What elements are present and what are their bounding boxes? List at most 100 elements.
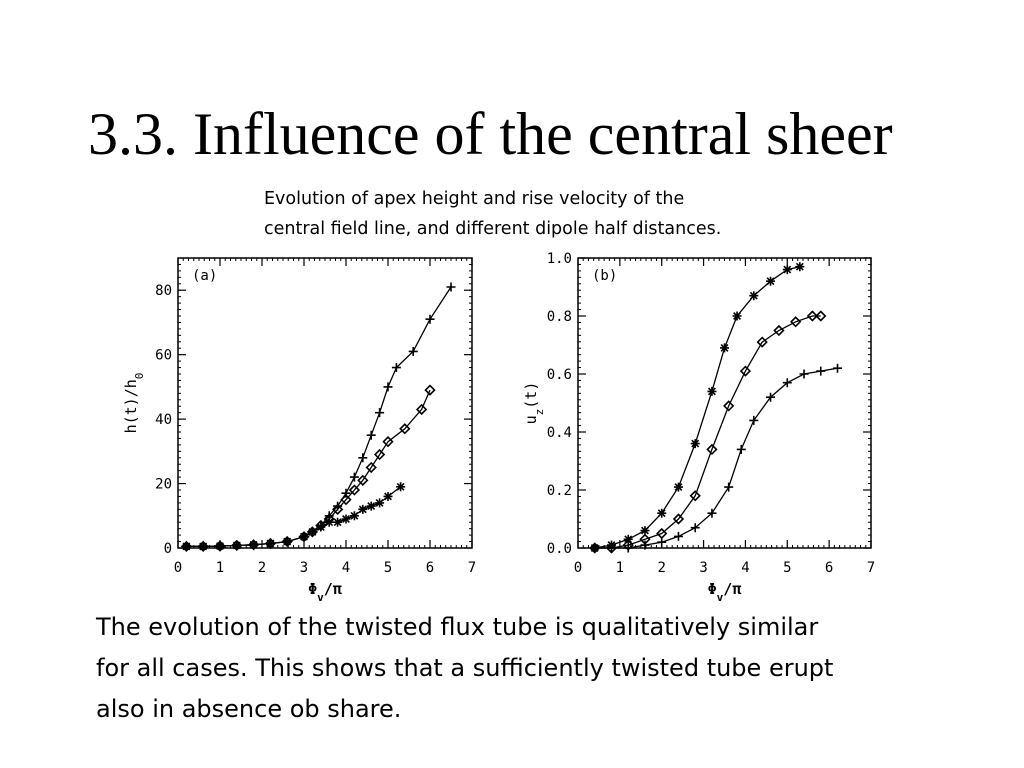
x-tick-label: 0: [574, 560, 582, 576]
x-tick-label: 3: [300, 560, 308, 576]
data-point-diamond: [815, 310, 827, 322]
data-point-diamond: [373, 448, 386, 461]
plot-frame: [177, 257, 473, 549]
data-point-plus: [391, 363, 401, 373]
series-line-plus: [186, 286, 452, 548]
x-tick-label: 7: [867, 560, 875, 576]
data-point-asterisk: [324, 517, 334, 527]
panel-label: (b): [592, 268, 617, 284]
data-point-asterisk: [265, 538, 275, 548]
data-point-plus: [673, 531, 683, 541]
data-point-diamond: [689, 490, 701, 502]
caption-line-1: Evolution of apex height and rise veloci…: [264, 189, 685, 209]
data-point-asterisk: [673, 482, 683, 492]
x-axis-label: Φv/π: [308, 580, 342, 604]
data-point-asterisk: [181, 541, 191, 551]
data-point-diamond: [264, 537, 277, 550]
series-line-asterisk: [594, 266, 800, 549]
data-point-asterisk: [383, 491, 393, 501]
data-point-plus: [707, 508, 717, 518]
data-point-plus: [366, 430, 376, 440]
data-point-plus: [358, 453, 368, 463]
x-axis-label: Φv/π: [708, 580, 742, 604]
data-point-diamond: [331, 503, 344, 515]
data-point-asterisk: [640, 526, 650, 536]
data-point-asterisk: [375, 498, 385, 508]
data-point-asterisk: [707, 386, 717, 396]
data-point-diamond: [382, 436, 394, 448]
data-point-diamond: [424, 384, 436, 396]
x-tick-label: 6: [426, 560, 434, 576]
body-paragraph: The evolution of the twisted flux tube i…: [96, 607, 1006, 730]
data-point-plus: [799, 369, 809, 379]
data-point-asterisk: [307, 527, 317, 537]
figure-caption: Evolution of apex height and rise veloci…: [264, 184, 721, 244]
data-point-plus: [606, 543, 616, 553]
data-point-diamond: [365, 461, 377, 474]
data-point-plus: [349, 472, 359, 482]
body-line-1: The evolution of the twisted flux tube i…: [96, 613, 819, 641]
body-line-2: for all cases. This shows that a suffici…: [96, 654, 834, 682]
caption-line-2: central field line, and different dipole…: [264, 219, 722, 239]
data-point-diamond: [739, 365, 752, 377]
y-tick-label: 0.4: [547, 425, 572, 441]
y-tick-label: 40: [155, 412, 172, 428]
series-line-plus: [594, 367, 838, 549]
data-point-asterisk: [795, 262, 805, 272]
panel-label: (a): [192, 268, 217, 284]
body-line-3: also in absence ob share.: [96, 695, 402, 723]
y-tick-label: 0.8: [547, 309, 572, 325]
data-point-asterisk: [782, 265, 792, 275]
data-point-asterisk: [316, 522, 326, 532]
x-tick-label: 1: [216, 560, 224, 576]
y-tick-label: 0.2: [547, 483, 572, 499]
plot-frame: [577, 257, 872, 549]
data-point-plus: [766, 392, 776, 402]
data-point-plus: [816, 366, 826, 376]
data-point-diamond: [340, 494, 352, 506]
data-point-asterisk: [232, 540, 242, 550]
x-tick-label: 3: [699, 560, 707, 576]
data-point-diamond: [790, 316, 802, 328]
data-point-diamond: [348, 484, 361, 496]
data-point-diamond: [399, 423, 411, 435]
data-point-diamond: [247, 539, 260, 551]
data-point-plus: [736, 444, 746, 454]
x-tick-label: 4: [342, 560, 350, 576]
data-point-asterisk: [198, 541, 208, 551]
y-tick-label: 0.0: [547, 541, 572, 557]
y-tick-label: 0.6: [547, 367, 572, 383]
y-tick-label: 0: [164, 541, 172, 557]
data-point-plus: [749, 415, 759, 425]
data-point-plus: [724, 482, 734, 492]
data-point-asterisk: [215, 541, 225, 551]
data-point-plus: [408, 346, 418, 356]
x-tick-label: 6: [825, 560, 833, 576]
y-tick-label: 60: [155, 348, 172, 364]
data-point-plus: [690, 523, 700, 533]
data-point-plus: [590, 543, 600, 553]
y-tick-label: 20: [155, 477, 172, 493]
data-point-asterisk: [766, 276, 776, 286]
data-point-asterisk: [623, 534, 633, 544]
series-line-diamond: [186, 389, 431, 548]
data-point-asterisk: [749, 291, 759, 301]
data-point-diamond: [357, 474, 369, 486]
chart-panel-b: 0 1 2 3 4 5 6 7 0.0 0.2 0.4 0.6 0.8 1.0 (b) Φv/π uz(t): [522, 251, 875, 604]
data-point-asterisk: [396, 482, 406, 492]
data-point-asterisk: [249, 540, 259, 550]
data-point-asterisk: [341, 514, 351, 524]
data-point-plus: [446, 282, 456, 292]
data-point-diamond: [756, 336, 768, 348]
data-point-asterisk: [732, 311, 742, 321]
data-point-asterisk: [282, 537, 292, 547]
data-point-asterisk: [366, 501, 376, 511]
data-point-diamond: [806, 310, 819, 322]
data-point-asterisk: [657, 508, 667, 518]
data-point-plus: [782, 378, 792, 388]
data-point-diamond: [180, 540, 193, 553]
y-tick-label: 80: [155, 283, 172, 299]
data-point-diamond: [197, 540, 209, 553]
data-point-asterisk: [690, 439, 700, 449]
